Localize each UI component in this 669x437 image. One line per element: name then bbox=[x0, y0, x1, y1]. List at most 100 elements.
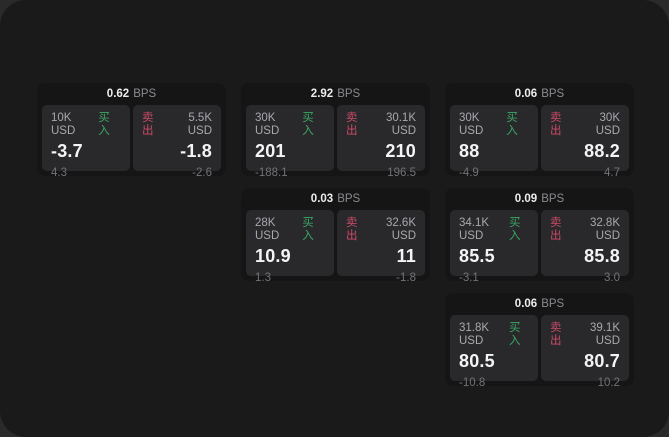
buy-price: -3.7 bbox=[51, 141, 83, 161]
sell-price: 80.7 bbox=[584, 351, 620, 371]
card-header: 2.92 BPS bbox=[241, 83, 430, 105]
card-header: 0.62 BPS bbox=[37, 83, 226, 105]
bps-unit-label: BPS bbox=[541, 88, 565, 100]
buy-side-label: 买入 bbox=[302, 112, 314, 137]
quote-panels: 31.8K USD 买入 80.5 -10.8 卖出 39.1K USD 80.… bbox=[445, 315, 634, 389]
sell-panel[interactable]: 卖出 30.1K USD 210 196.5 bbox=[337, 105, 425, 179]
buy-price: 10.9 bbox=[255, 246, 291, 266]
buy-panel[interactable]: 28K USD 买入 10.9 1.3 bbox=[246, 210, 334, 284]
sell-header-row: 卖出 39.1K USD bbox=[550, 322, 620, 348]
sell-delta: -1.8 bbox=[396, 272, 416, 284]
buy-side-label: 买入 bbox=[98, 112, 110, 137]
sell-amount: 30.1K USD bbox=[385, 112, 416, 137]
bps-value: 0.62 bbox=[106, 88, 130, 100]
sell-delta: 3.0 bbox=[604, 272, 620, 284]
buy-price: 88 bbox=[459, 141, 480, 161]
sell-panel[interactable]: 卖出 5.5K USD -1.8 -2.6 bbox=[133, 105, 221, 179]
buy-panel[interactable]: 34.1K USD 买入 85.5 -3.1 bbox=[450, 210, 538, 284]
buy-header-row: 31.8K USD 买入 bbox=[459, 322, 529, 348]
buy-delta: 1.3 bbox=[255, 272, 271, 284]
buy-panel[interactable]: 30K USD 买入 88 -4.9 bbox=[450, 105, 538, 179]
sell-delta: 196.5 bbox=[387, 167, 416, 179]
buy-side-label: 买入 bbox=[509, 322, 521, 347]
buy-panel[interactable]: 30K USD 买入 201 -188.1 bbox=[246, 105, 334, 179]
sell-panel[interactable]: 卖出 39.1K USD 80.7 10.2 bbox=[541, 315, 629, 389]
card-header: 0.09 BPS bbox=[445, 188, 634, 210]
sell-price: 85.8 bbox=[584, 246, 620, 266]
sell-amount: 5.5K USD bbox=[187, 112, 212, 137]
sell-side-label: 卖出 bbox=[346, 112, 358, 137]
buy-price: 201 bbox=[255, 141, 286, 161]
sell-panel[interactable]: 卖出 32.6K USD 11 -1.8 bbox=[337, 210, 425, 284]
card-header: 0.06 BPS bbox=[445, 293, 634, 315]
bps-unit-label: BPS bbox=[133, 88, 157, 100]
buy-amount: 30K USD bbox=[255, 112, 280, 137]
sell-price: 210 bbox=[385, 141, 416, 161]
quote-card: 0.03 BPS 28K USD 买入 10.9 1.3 卖出 32.6K US… bbox=[241, 188, 430, 284]
quote-panels: 10K USD 买入 -3.7 4.3 卖出 5.5K USD -1.8 -2.… bbox=[37, 105, 226, 179]
quote-panels: 34.1K USD 买入 85.5 -3.1 卖出 32.8K USD 85.8… bbox=[445, 210, 634, 284]
quote-panels: 30K USD 买入 88 -4.9 卖出 30K USD 88.2 4.7 bbox=[445, 105, 634, 179]
sell-header-row: 卖出 5.5K USD bbox=[142, 112, 212, 138]
bps-value: 2.92 bbox=[310, 88, 334, 100]
bps-unit-label: BPS bbox=[541, 193, 565, 205]
buy-price: 85.5 bbox=[459, 246, 495, 266]
quote-card: 0.09 BPS 34.1K USD 买入 85.5 -3.1 卖出 32.8K… bbox=[445, 188, 634, 284]
buy-panel[interactable]: 31.8K USD 买入 80.5 -10.8 bbox=[450, 315, 538, 389]
bps-unit-label: BPS bbox=[337, 193, 361, 205]
sell-amount: 39.1K USD bbox=[589, 322, 620, 347]
bps-value: 0.06 bbox=[514, 88, 538, 100]
buy-amount: 31.8K USD bbox=[459, 322, 490, 347]
sell-header-row: 卖出 32.6K USD bbox=[346, 217, 416, 243]
quote-card: 0.06 BPS 30K USD 买入 88 -4.9 卖出 30K USD 8… bbox=[445, 83, 634, 179]
buy-delta: -3.1 bbox=[459, 272, 479, 284]
sell-amount: 32.6K USD bbox=[385, 217, 416, 242]
sell-amount: 30K USD bbox=[595, 112, 620, 137]
sell-delta: -2.6 bbox=[192, 167, 212, 179]
sell-price: -1.8 bbox=[180, 141, 212, 161]
card-header: 0.03 BPS bbox=[241, 188, 430, 210]
buy-side-label: 买入 bbox=[302, 217, 314, 242]
buy-delta: -4.9 bbox=[459, 167, 479, 179]
buy-header-row: 10K USD 买入 bbox=[51, 112, 121, 138]
sell-panel[interactable]: 卖出 30K USD 88.2 4.7 bbox=[541, 105, 629, 179]
buy-panel[interactable]: 10K USD 买入 -3.7 4.3 bbox=[42, 105, 130, 179]
buy-amount: 30K USD bbox=[459, 112, 484, 137]
bps-unit-label: BPS bbox=[337, 88, 361, 100]
sell-side-label: 卖出 bbox=[142, 112, 154, 137]
buy-header-row: 28K USD 买入 bbox=[255, 217, 325, 243]
buy-amount: 10K USD bbox=[51, 112, 76, 137]
quote-card: 0.06 BPS 31.8K USD 买入 80.5 -10.8 卖出 39.1… bbox=[445, 293, 634, 389]
buy-amount: 34.1K USD bbox=[459, 217, 490, 242]
sell-panel[interactable]: 卖出 32.8K USD 85.8 3.0 bbox=[541, 210, 629, 284]
buy-header-row: 34.1K USD 买入 bbox=[459, 217, 529, 243]
bps-value: 0.03 bbox=[310, 193, 334, 205]
sell-side-label: 卖出 bbox=[550, 217, 562, 242]
sell-delta: 4.7 bbox=[604, 167, 620, 179]
card-header: 0.06 BPS bbox=[445, 83, 634, 105]
sell-header-row: 卖出 32.8K USD bbox=[550, 217, 620, 243]
buy-price: 80.5 bbox=[459, 351, 495, 371]
bps-value: 0.09 bbox=[514, 193, 538, 205]
buy-delta: -188.1 bbox=[255, 167, 288, 179]
quote-panels: 30K USD 买入 201 -188.1 卖出 30.1K USD 210 1… bbox=[241, 105, 430, 179]
buy-delta: 4.3 bbox=[51, 167, 67, 179]
bps-unit-label: BPS bbox=[541, 298, 565, 310]
sell-delta: 10.2 bbox=[597, 377, 620, 389]
sell-side-label: 卖出 bbox=[550, 322, 562, 347]
buy-header-row: 30K USD 买入 bbox=[459, 112, 529, 138]
quote-panels: 28K USD 买入 10.9 1.3 卖出 32.6K USD 11 -1.8 bbox=[241, 210, 430, 284]
sell-side-label: 卖出 bbox=[550, 112, 562, 137]
buy-side-label: 买入 bbox=[509, 217, 521, 242]
buy-amount: 28K USD bbox=[255, 217, 280, 242]
buy-side-label: 买入 bbox=[506, 112, 518, 137]
sell-amount: 32.8K USD bbox=[589, 217, 620, 242]
sell-price: 88.2 bbox=[584, 141, 620, 161]
buy-delta: -10.8 bbox=[459, 377, 486, 389]
bps-value: 0.06 bbox=[514, 298, 538, 310]
quote-card: 2.92 BPS 30K USD 买入 201 -188.1 卖出 30.1K … bbox=[241, 83, 430, 179]
sell-header-row: 卖出 30K USD bbox=[550, 112, 620, 138]
sell-side-label: 卖出 bbox=[346, 217, 358, 242]
quote-card: 0.62 BPS 10K USD 买入 -3.7 4.3 卖出 5.5K USD… bbox=[37, 83, 226, 179]
